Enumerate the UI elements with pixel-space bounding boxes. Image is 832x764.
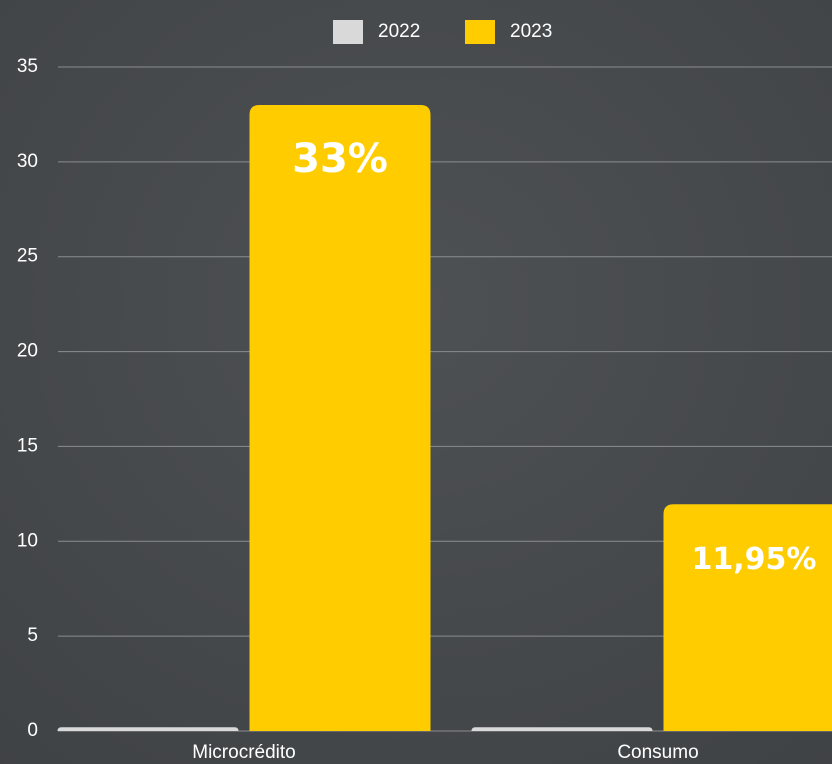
bar: [663, 504, 832, 731]
legend-swatch: [333, 20, 363, 44]
y-tick-label: 10: [17, 530, 38, 551]
y-tick-label: 35: [17, 56, 38, 77]
y-tick-label: 30: [17, 151, 38, 172]
legend-label: 2022: [378, 21, 420, 42]
y-tick-label: 25: [17, 246, 38, 267]
y-tick-label: 5: [27, 625, 38, 646]
bar: [57, 727, 239, 731]
legend-swatch: [465, 20, 495, 44]
y-tick-label: 15: [17, 435, 38, 456]
data-label: 33%: [292, 136, 388, 182]
bar: [471, 727, 653, 731]
x-tick-label: Microcrédito: [192, 742, 295, 763]
y-tick-label: 20: [17, 341, 38, 362]
legend-label: 2023: [510, 21, 552, 42]
data-label: 11,95%: [692, 542, 817, 577]
bar: [249, 104, 431, 731]
y-tick-label: 0: [27, 720, 38, 741]
x-tick-label: Consumo: [617, 742, 698, 763]
